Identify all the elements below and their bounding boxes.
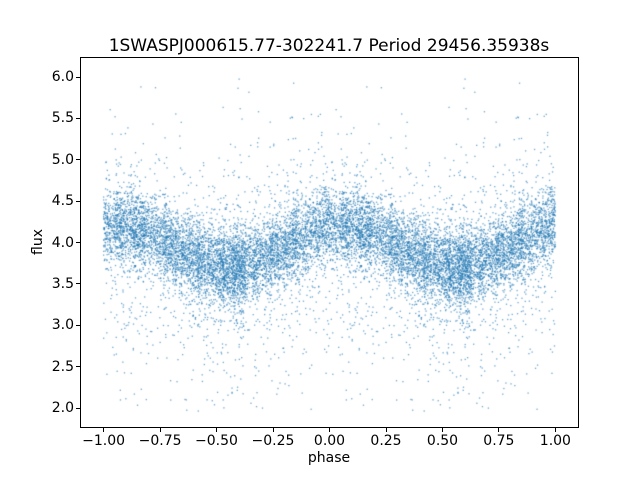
x-tick bbox=[216, 428, 217, 432]
x-tick bbox=[554, 428, 556, 432]
x-tick-label: −0.75 bbox=[138, 433, 182, 449]
y-tick bbox=[76, 366, 80, 368]
x-tick bbox=[329, 428, 330, 432]
x-tick-label: −0.50 bbox=[195, 433, 238, 449]
y-tick bbox=[76, 324, 80, 326]
x-tick bbox=[442, 428, 443, 432]
y-tick bbox=[76, 76, 80, 78]
x-tick-label: 0.50 bbox=[426, 433, 459, 449]
y-tick-label: 5.0 bbox=[51, 151, 74, 168]
y-tick-label: 4.5 bbox=[51, 193, 74, 210]
y-tick bbox=[76, 117, 80, 119]
y-tick bbox=[76, 242, 80, 243]
y-tick bbox=[76, 200, 80, 202]
x-tick bbox=[498, 428, 500, 432]
chart-title: 1SWASPJ000615.77-302241.7 Period 29456.3… bbox=[108, 36, 550, 56]
x-tick bbox=[159, 428, 161, 432]
scatter-canvas bbox=[81, 58, 578, 427]
x-tick-label: 1.00 bbox=[539, 433, 571, 449]
y-tick-label: 6.0 bbox=[51, 69, 74, 85]
x-tick bbox=[272, 428, 274, 432]
x-tick bbox=[385, 428, 387, 432]
x-tick bbox=[103, 428, 105, 432]
x-tick-label: 0.00 bbox=[313, 433, 346, 449]
y-tick-label: 2.0 bbox=[51, 400, 74, 416]
x-tick-label: −0.25 bbox=[251, 433, 295, 449]
y-tick-label: 2.5 bbox=[51, 358, 74, 375]
y-tick bbox=[76, 407, 80, 409]
y-tick-label: 5.5 bbox=[51, 110, 74, 127]
y-tick-label: 4.0 bbox=[51, 234, 74, 251]
y-tick bbox=[76, 283, 80, 285]
x-tick-label: 0.75 bbox=[483, 433, 515, 449]
plot-area bbox=[80, 57, 579, 428]
x-axis-label: phase bbox=[307, 450, 351, 466]
y-tick-label: 3.0 bbox=[51, 317, 74, 334]
x-tick-label: −1.00 bbox=[82, 433, 126, 449]
y-tick bbox=[76, 159, 80, 161]
y-tick-label: 3.5 bbox=[51, 275, 74, 292]
x-tick-label: 0.25 bbox=[370, 433, 402, 449]
